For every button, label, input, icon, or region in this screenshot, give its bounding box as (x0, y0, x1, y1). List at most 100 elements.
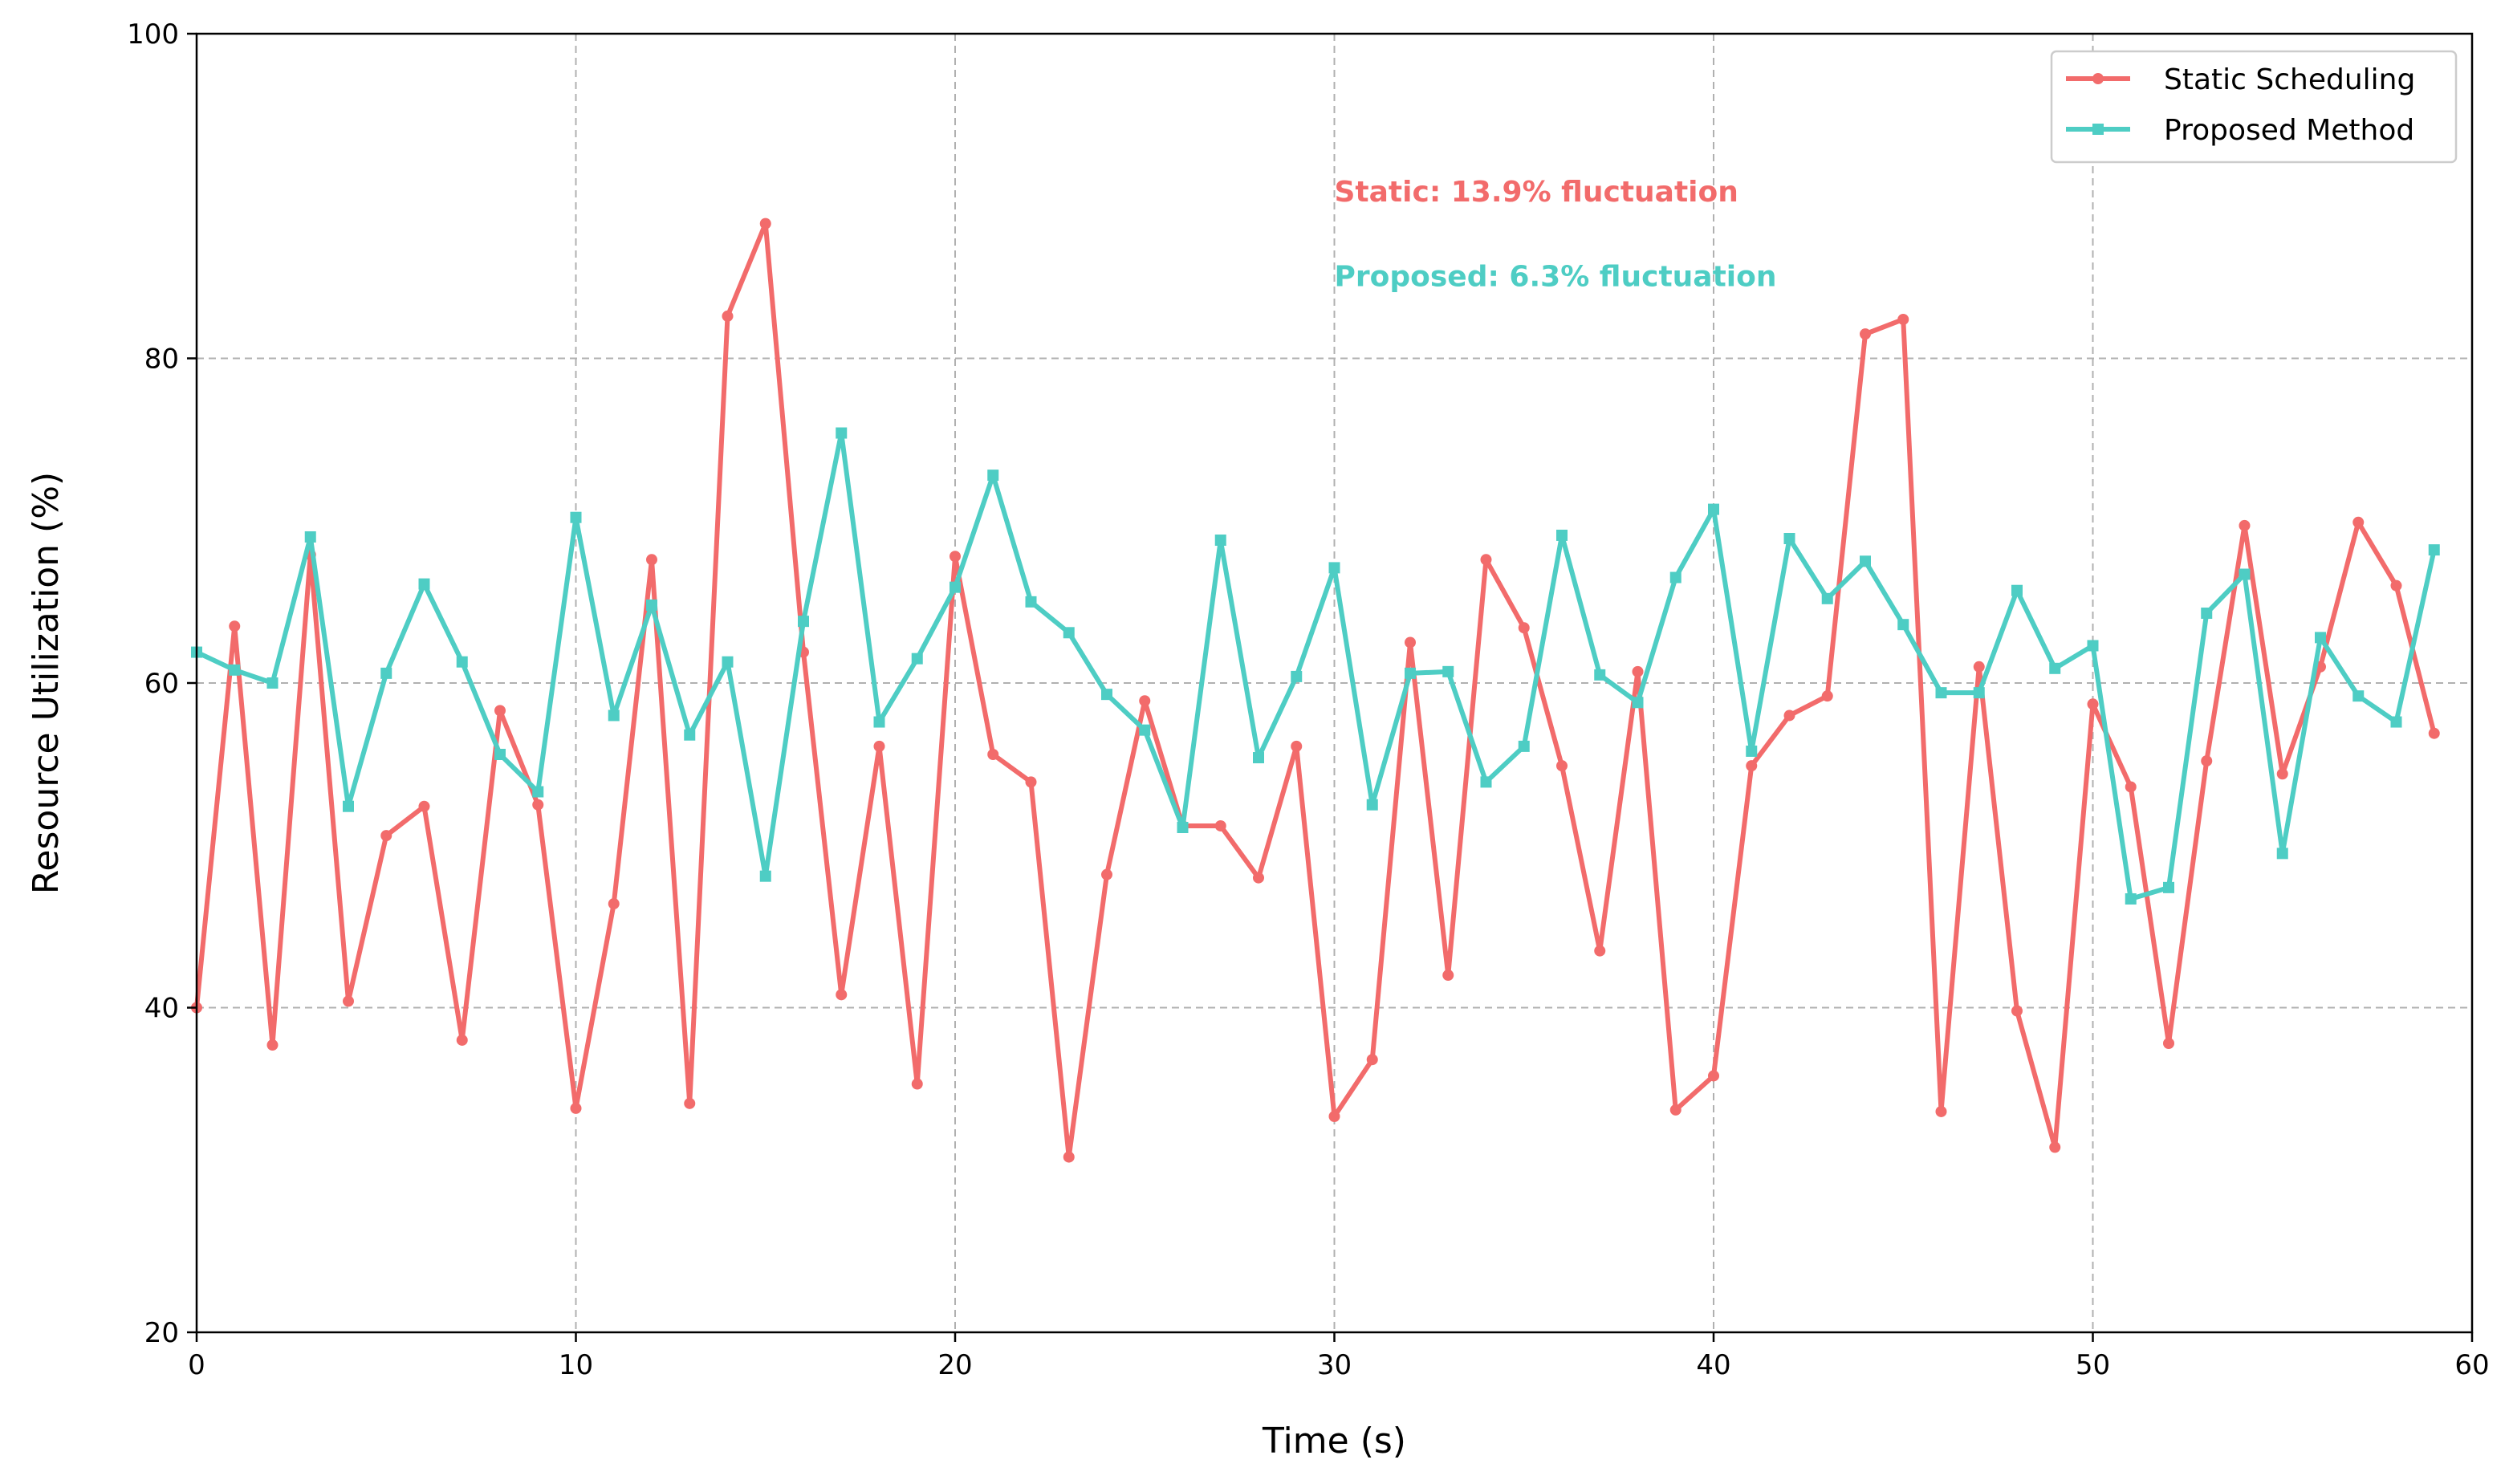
data-point (2011, 584, 2023, 596)
data-point (1405, 636, 1416, 648)
data-point (1556, 760, 1568, 772)
data-point (836, 989, 848, 1001)
data-point (2201, 755, 2213, 767)
data-point (2390, 579, 2402, 592)
series-layer (191, 218, 2440, 1163)
x-tick-label: 30 (1317, 1349, 1352, 1381)
data-point (532, 786, 544, 798)
data-point (2087, 698, 2099, 710)
data-point (873, 740, 885, 752)
x-tick-label: 0 (188, 1349, 205, 1381)
data-point (570, 511, 582, 523)
data-point (1556, 529, 1568, 541)
data-point (494, 748, 506, 760)
data-point (2315, 632, 2326, 644)
data-point (836, 427, 848, 439)
data-point (2352, 516, 2365, 528)
data-point (380, 830, 392, 842)
series-line (194, 221, 2437, 1160)
grid-layer (197, 34, 2472, 1332)
data-point (1821, 592, 1833, 604)
data-point (1291, 670, 1303, 682)
data-point (1897, 619, 1909, 631)
data-point (987, 470, 999, 482)
data-point (684, 1097, 696, 1109)
data-point (532, 799, 544, 811)
data-point (1480, 776, 1492, 788)
data-point (266, 1039, 279, 1051)
data-point (2125, 781, 2137, 793)
x-axis-label: Time (s) (1262, 1421, 1406, 1462)
data-point (2239, 568, 2251, 580)
data-point (646, 599, 657, 611)
y-tick-label: 40 (144, 993, 179, 1025)
data-point (343, 995, 354, 1007)
data-point (1746, 760, 1758, 772)
data-point (1935, 687, 1947, 699)
data-point (1025, 596, 1037, 608)
data-point (2163, 881, 2174, 893)
data-point (873, 716, 885, 728)
data-point (494, 705, 506, 717)
data-point (266, 677, 279, 689)
data-point (1442, 665, 1454, 677)
data-point (229, 620, 241, 632)
data-point (418, 578, 430, 590)
x-tick-label: 10 (559, 1349, 593, 1381)
data-point (1063, 1151, 1075, 1163)
y-tick-label: 80 (144, 344, 179, 376)
data-point (1783, 709, 1795, 722)
axes-layer: 0 10 20 30 40 50 60 20 40 60 80 100 (127, 18, 2490, 1381)
data-point (1405, 667, 1416, 679)
data-point (418, 800, 430, 812)
data-point (1632, 665, 1644, 677)
data-point (1253, 752, 1264, 764)
data-point (1669, 571, 1681, 583)
y-tick-label: 20 (144, 1317, 179, 1349)
x-tick-label: 20 (937, 1349, 972, 1381)
data-point (911, 1078, 923, 1090)
data-point (1746, 745, 1758, 757)
data-point (987, 748, 999, 760)
data-point (1594, 945, 1606, 957)
data-point (1897, 313, 1909, 325)
data-point (1632, 697, 1644, 709)
legend-label-proposed: Proposed Method (2164, 114, 2414, 147)
data-point (2201, 608, 2213, 620)
x-tick-label: 50 (2076, 1349, 2110, 1381)
data-point (759, 218, 771, 230)
data-point (1708, 503, 1719, 515)
data-point (2428, 544, 2440, 556)
data-point (684, 729, 696, 741)
data-point (2125, 892, 2137, 905)
data-point (1973, 661, 1985, 673)
data-point (380, 667, 392, 679)
data-point (1139, 695, 1151, 707)
y-tick-label: 60 (144, 668, 179, 700)
data-point (456, 1034, 468, 1046)
legend-label-static: Static Scheduling (2164, 63, 2415, 96)
data-point (722, 656, 734, 668)
data-point (1025, 776, 1037, 788)
data-point (1518, 622, 1530, 634)
data-point (1518, 740, 1530, 752)
data-point (1783, 532, 1795, 544)
series-line (194, 430, 2437, 901)
data-point (1214, 535, 1226, 547)
data-point (2428, 727, 2440, 739)
data-point (2390, 716, 2402, 728)
data-point (1214, 819, 1226, 831)
series-proposed-method (191, 427, 2440, 905)
legend-marker-proposed (2092, 124, 2104, 135)
annotation-proposed-fluctuation: Proposed: 6.3% fluctuation (1335, 260, 1777, 293)
y-axis-label: Resource Utilization (%) (26, 472, 67, 894)
data-point (1973, 687, 1985, 699)
data-point (2352, 690, 2365, 702)
data-point (229, 664, 241, 676)
data-point (759, 870, 771, 882)
data-point (1101, 689, 1112, 701)
data-point (1101, 868, 1112, 880)
data-point (570, 1102, 582, 1114)
data-point (456, 656, 468, 668)
